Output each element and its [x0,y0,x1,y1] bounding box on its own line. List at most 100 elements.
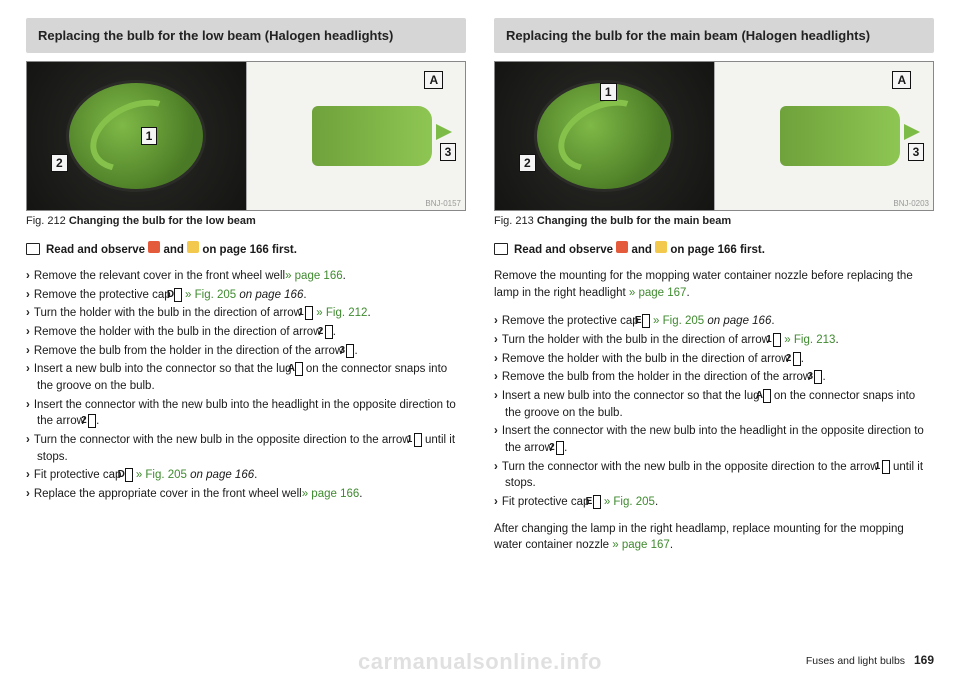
cross-reference-link[interactable]: » Fig. 205 [185,289,236,301]
fig-caption-text: Changing the bulb for the low beam [69,215,256,227]
callout-box: A [295,362,303,376]
callout-box: E [642,314,650,328]
arrow-right-icon [436,124,452,140]
book-icon [494,243,508,255]
step-item: Insert the connector with the new bulb i… [494,423,934,456]
step-item: Insert a new bulb into the connector so … [494,388,934,421]
steps-list-left: Remove the relevant cover in the front w… [26,268,466,505]
figure-code-right: BNJ-0203 [893,199,929,208]
cross-reference-link[interactable]: » page 166 [302,488,360,500]
heading-right: Replacing the bulb for the main beam (Ha… [494,18,934,53]
arrow-right-icon [904,124,920,140]
rf-mid: and [163,244,187,256]
intro-paragraph-right: Remove the mounting for the mopping wate… [494,268,934,301]
warning-icon [616,241,628,253]
caution-icon [655,241,667,253]
outro-link[interactable]: » page 167 [612,539,670,551]
cross-reference-link[interactable]: » page 166 [285,270,343,282]
step-text: . [303,289,306,301]
figure-212-image: 1 2 A 3 BNJ-0157 [26,61,466,211]
step-text: Insert a new bulb into the connector so … [502,390,763,402]
page-container: Replacing the bulb for the low beam (Hal… [0,0,960,677]
rf-pre: Read and observe [514,244,616,256]
cross-reference-link[interactable]: » Fig. 213 [784,334,835,346]
read-first-text: Read and observe and on page 166 first. [514,241,765,256]
step-emphasis: on page 166 [187,469,254,481]
step-item: Insert the connector with the new bulb i… [26,397,466,430]
step-item: Turn the holder with the bulb in the dir… [26,305,466,322]
step-text: . [96,415,99,427]
figure-213-photo-left: 1 2 [495,62,715,210]
step-item: Fit protective cap E » Fig. 205. [494,494,934,511]
figure-213: 1 2 A 3 BNJ-0203 Fig. 213 Changing the b… [494,61,934,227]
cross-reference-link[interactable]: » Fig. 205 [136,469,187,481]
callout-2: 2 [51,154,68,172]
steps-list-right: Remove the protective cap E » Fig. 205 o… [494,313,934,512]
cross-reference-link[interactable]: » Fig. 205 [653,315,704,327]
callout-box: 2 [556,441,564,455]
warning-icon [148,241,160,253]
step-text: Remove the bulb from the holder in the d… [502,371,815,383]
step-emphasis: on page 166 [704,315,771,327]
figure-caption-right: Fig. 213 Changing the bulb for the main … [494,215,934,227]
step-emphasis: on page 166 [236,289,303,301]
step-text: Remove the bulb from the holder in the d… [34,345,347,357]
rf-pre: Read and observe [46,244,148,256]
figure-212-photo-right: A 3 [247,62,466,210]
heading-left: Replacing the bulb for the low beam (Hal… [26,18,466,53]
callout-1: 1 [141,127,158,145]
footer-page-number: 169 [914,653,934,667]
cross-reference-link[interactable]: » Fig. 205 [604,496,655,508]
step-item: Remove the bulb from the holder in the d… [26,343,466,360]
step-item: Remove the holder with the bulb in the d… [494,351,934,368]
rf-post: on page 166 first. [670,244,765,256]
outro-paragraph-right: After changing the lamp in the right hea… [494,521,934,554]
figure-code-left: BNJ-0157 [425,199,461,208]
read-first-right: Read and observe and on page 166 first. [494,241,934,256]
intro-link[interactable]: » page 167 [629,287,687,299]
step-item: Replace the appropriate cover in the fro… [26,486,466,503]
book-icon [26,243,40,255]
fig-number: Fig. 213 [494,215,537,227]
callout-1: 1 [600,83,617,101]
rf-post: on page 166 first. [202,244,297,256]
read-first-text: Read and observe and on page 166 first. [46,241,297,256]
step-text: Turn the holder with the bulb in the dir… [502,334,773,346]
right-column: Replacing the bulb for the main beam (Ha… [494,18,934,665]
read-first-left: Read and observe and on page 166 first. [26,241,466,256]
step-text: Remove the protective cap [502,315,642,327]
step-item: Remove the bulb from the holder in the d… [494,369,934,386]
left-column: Replacing the bulb for the low beam (Hal… [26,18,466,665]
step-item: Turn the connector with the new bulb in … [26,432,466,465]
intro-pre: Remove the mounting for the mopping wate… [494,270,913,299]
callout-box: E [593,495,601,509]
footer-section: Fuses and light bulbs [806,655,905,667]
step-item: Fit protective cap D » Fig. 205 on page … [26,467,466,484]
step-text: Turn the connector with the new bulb in … [34,434,414,446]
step-item: Remove the protective cap E » Fig. 205 o… [494,313,934,330]
cross-reference-link[interactable]: » Fig. 212 [316,307,367,319]
callout-3: 3 [908,143,925,161]
step-text: . [801,353,804,365]
step-item: Turn the connector with the new bulb in … [494,459,934,492]
outro-pre: After changing the lamp in the right hea… [494,523,904,552]
page-footer: Fuses and light bulbs 169 [806,653,934,667]
step-text: . [655,496,658,508]
caution-icon [187,241,199,253]
step-text: Fit protective cap [34,469,125,481]
step-item: Turn the holder with the bulb in the dir… [494,332,934,349]
figure-212-photo-left: 1 2 [27,62,247,210]
step-text: . [354,345,357,357]
step-text: Remove the holder with the bulb in the d… [502,353,793,365]
callout-box: A [763,389,771,403]
callout-A: A [892,71,911,89]
step-text: . [771,315,774,327]
step-text: . [333,326,336,338]
fig-number: Fig. 212 [26,215,69,227]
callout-A: A [424,71,443,89]
step-item: Insert a new bulb into the connector so … [26,361,466,394]
figure-213-image: 1 2 A 3 BNJ-0203 [494,61,934,211]
step-text: . [254,469,257,481]
callout-box: 1 [414,433,422,447]
outro-post: . [670,539,673,551]
